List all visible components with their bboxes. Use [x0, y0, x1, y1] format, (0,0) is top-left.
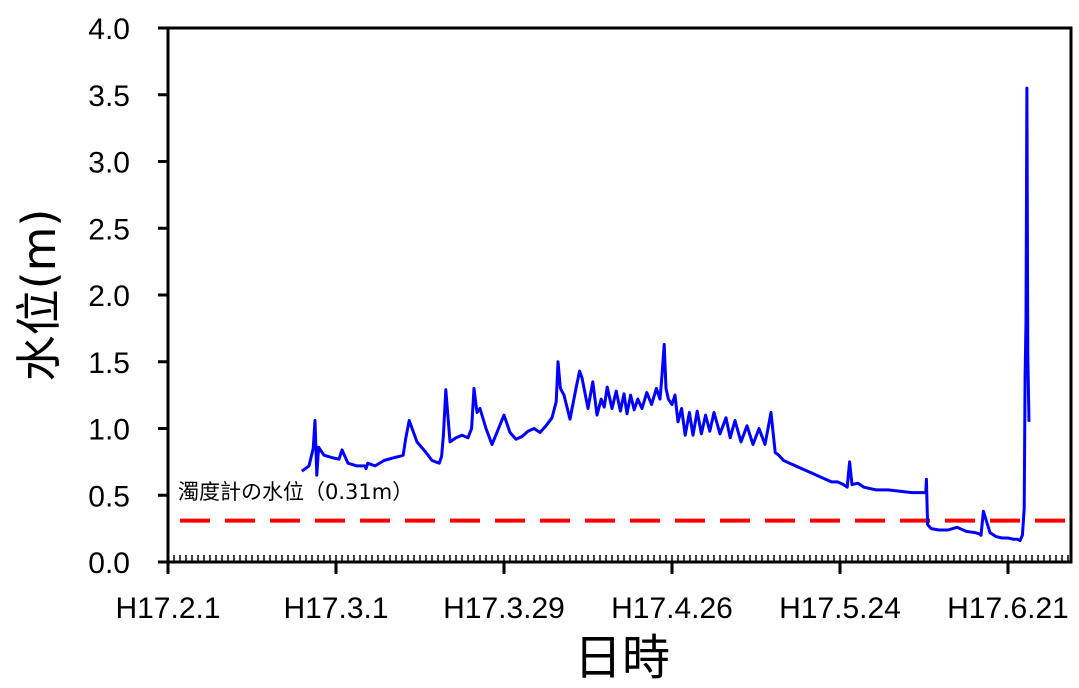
x-tick-label: H17.5.24: [779, 592, 901, 625]
y-tick-label: 1.0: [88, 414, 130, 447]
y-tick-label: 0.0: [88, 547, 130, 580]
y-tick-label: 2.0: [88, 280, 130, 313]
y-axis-ticks: [158, 26, 168, 564]
y-axis-title: 水位(m): [12, 209, 66, 382]
y-tick-label: 3.0: [88, 147, 130, 180]
x-tick-label: H17.4.26: [611, 592, 733, 625]
x-tick-label: H17.3.1: [283, 592, 388, 625]
y-tick-label: 1.5: [88, 347, 130, 380]
x-axis-tick-labels: H17.2.1 H17.3.1 H17.3.29 H17.4.26 H17.5.24 H1…: [115, 592, 1068, 625]
x-major-ticks: [166, 562, 1010, 574]
x-tick-label: H17.6.21: [947, 592, 1069, 625]
water-level-series-line: [300, 86, 1031, 543]
y-axis-tick-labels: 0.0 0.5 1.0 1.5 2.0 2.5 3.0 3.5 4.0: [88, 13, 130, 580]
threshold-label: 濁度計の水位（0.31m）: [178, 480, 413, 504]
x-axis-title: 日時: [574, 630, 670, 686]
y-tick-label: 3.5: [88, 80, 130, 113]
y-tick-label: 4.0: [88, 13, 130, 46]
x-minor-ticks: [167, 555, 1069, 562]
x-tick-label: H17.2.1: [115, 592, 220, 625]
y-tick-label: 2.5: [88, 213, 130, 246]
x-tick-label: H17.3.29: [443, 592, 565, 625]
y-tick-label: 0.5: [88, 480, 130, 513]
